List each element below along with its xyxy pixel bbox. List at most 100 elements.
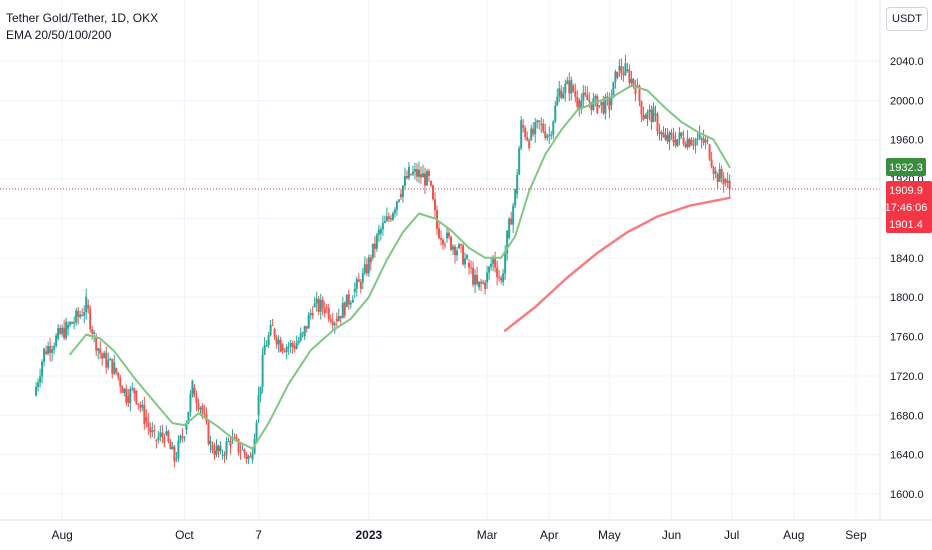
candle-body xyxy=(291,343,294,348)
candle xyxy=(678,127,681,146)
candle xyxy=(197,398,200,412)
currency-button[interactable]: USDT xyxy=(886,7,928,31)
candle xyxy=(482,279,485,285)
indicator-label[interactable]: EMA 20/50/100/200 xyxy=(6,28,112,42)
candle-body xyxy=(361,272,364,283)
candle xyxy=(211,441,214,454)
candle-body xyxy=(339,315,342,319)
candle-body xyxy=(512,205,515,225)
candle-body xyxy=(181,435,184,438)
candle-body xyxy=(307,314,310,329)
candle xyxy=(582,85,585,109)
price-axis: 1600.0 1640.0 1680.0 1720.0 1760.0 1800.0 1840… xyxy=(890,56,924,501)
candle-body xyxy=(169,441,172,450)
candle-body xyxy=(319,299,322,312)
candle-body xyxy=(199,408,202,410)
candle xyxy=(464,252,467,269)
candle xyxy=(604,93,607,120)
candle-body xyxy=(69,322,72,325)
candle xyxy=(419,166,422,184)
ema-line-short xyxy=(69,84,731,450)
candle-body xyxy=(427,171,430,176)
candle xyxy=(227,437,230,443)
candle-body xyxy=(103,352,106,359)
candle xyxy=(596,94,599,115)
y-tick-label: 1800.0 xyxy=(890,292,924,304)
candle xyxy=(209,435,212,453)
candle xyxy=(532,122,535,137)
candle xyxy=(496,260,499,286)
candle-body xyxy=(626,69,629,71)
candle-body xyxy=(646,111,649,119)
candle xyxy=(349,300,352,309)
symbol-title[interactable]: Tether Gold/Tether, 1D, OKX xyxy=(6,11,159,25)
candle xyxy=(696,131,699,146)
candle-body xyxy=(464,258,467,265)
candle-body xyxy=(45,351,48,354)
candle xyxy=(167,429,170,444)
ema-line-long xyxy=(503,196,731,332)
candle-body xyxy=(355,279,358,289)
candle xyxy=(191,379,194,398)
candle xyxy=(498,269,501,282)
candle-body xyxy=(648,109,651,112)
candle xyxy=(303,325,306,341)
candle xyxy=(81,308,84,317)
candle xyxy=(75,307,78,327)
candle xyxy=(263,337,266,356)
candle xyxy=(720,165,723,184)
last-price-badge xyxy=(886,181,932,233)
candle-body xyxy=(249,456,252,458)
candle xyxy=(500,275,503,285)
candle-body xyxy=(283,351,286,353)
candle xyxy=(379,226,382,241)
candle xyxy=(442,237,445,250)
candle xyxy=(554,100,557,124)
candle-body xyxy=(664,134,667,140)
candle xyxy=(163,433,166,448)
candle xyxy=(578,98,581,117)
candle xyxy=(724,178,727,187)
candle-body xyxy=(285,346,288,352)
candle xyxy=(183,435,186,442)
candle-body xyxy=(193,387,196,398)
candle-body xyxy=(353,288,356,293)
candle-body xyxy=(510,218,513,225)
candle-body xyxy=(700,138,703,140)
candle xyxy=(656,111,659,136)
candle-body xyxy=(63,327,66,339)
candle-body xyxy=(329,318,332,322)
candle-body xyxy=(680,132,683,137)
candle xyxy=(155,439,158,449)
candle xyxy=(516,169,519,199)
candle xyxy=(77,306,80,325)
candle-body xyxy=(568,80,571,94)
candle-body xyxy=(87,305,90,309)
candle-body xyxy=(371,243,374,258)
candle xyxy=(484,279,487,295)
candle-body xyxy=(622,73,625,76)
candle-body xyxy=(407,166,410,179)
candle xyxy=(460,243,463,253)
candle xyxy=(556,88,559,107)
candle xyxy=(508,217,511,240)
candle xyxy=(233,433,236,439)
candle xyxy=(542,119,545,134)
candle-body xyxy=(175,458,178,460)
candle xyxy=(480,278,483,292)
candle-body xyxy=(83,312,86,316)
candle xyxy=(71,321,74,325)
candle xyxy=(249,452,252,458)
candle xyxy=(289,339,292,353)
candle-body xyxy=(594,96,597,99)
candle xyxy=(351,295,354,303)
candles xyxy=(35,54,731,468)
candle xyxy=(415,163,418,182)
candle-body xyxy=(472,267,475,285)
candle xyxy=(474,269,477,294)
candle xyxy=(83,305,86,324)
candle xyxy=(664,128,667,141)
candle-body xyxy=(446,232,449,239)
candle xyxy=(680,131,683,139)
